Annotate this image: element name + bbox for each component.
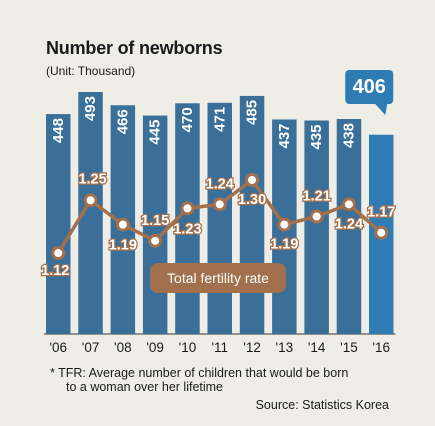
rate-series-label: Total fertility rate: [167, 270, 269, 286]
x-tick-label-1: '07: [82, 340, 100, 355]
footnote: * TFR: Average number of children that w…: [50, 366, 410, 394]
rate-marker-5: [212, 197, 227, 212]
bar-value-label-3: 445: [147, 120, 164, 145]
x-tick-label-10: '16: [372, 340, 390, 355]
bar-6: [239, 95, 265, 335]
x-tick-label-9: '15: [340, 340, 358, 355]
bar-value-label-0: 448: [50, 118, 67, 143]
rate-marker-4: [180, 201, 195, 216]
bar-5: [207, 102, 232, 334]
rate-value-label-5: 1.24: [206, 176, 234, 192]
rate-value-label-8: 1.21: [303, 189, 331, 205]
highlight-callout-pointer: [375, 104, 388, 115]
bar-0: [46, 114, 71, 334]
chart-title: Number of newborns: [46, 38, 223, 58]
rate-value-label-6: 1.30: [238, 192, 266, 208]
bar-value-label-7: 437: [276, 123, 293, 148]
footnote-line-2: to a woman over her lifetime: [66, 380, 224, 394]
rate-series-label-box: [150, 263, 286, 293]
rate-marker-9: [341, 197, 356, 212]
rate-marker-0: [51, 246, 66, 260]
highlight-callout-box: [345, 70, 394, 104]
rate-value-label-9: 1.24: [335, 216, 363, 232]
bar-3: [142, 115, 168, 335]
highlight-callout-value: 406: [353, 76, 386, 98]
x-tick-label-7: '13: [276, 340, 294, 355]
x-tick-label-5: '11: [211, 340, 228, 355]
bar-value-label-1: 493: [82, 96, 99, 121]
rate-value-label-2: 1.19: [109, 238, 137, 254]
rate-marker-6: [245, 173, 260, 187]
rate-value-label-4: 1.23: [173, 221, 201, 237]
x-tick-label-0: '06: [49, 340, 67, 355]
bar-9: [336, 118, 362, 334]
rate-marker-2: [115, 217, 130, 232]
rate-value-label-0: 1.12: [41, 263, 69, 279]
chart-unit: (Unit: Thousand): [46, 64, 136, 78]
x-tick-label-6: '12: [243, 340, 261, 355]
bar-8: [304, 120, 329, 335]
rate-value-label-7: 1.19: [270, 237, 298, 253]
rate-value-label-1: 1.25: [78, 171, 106, 187]
bar-value-label-8: 435: [308, 124, 325, 149]
source: Source: Statistics Korea: [255, 398, 389, 412]
x-tick-label-3: '09: [146, 340, 164, 355]
footnote-line-1: * TFR: Average number of children that w…: [50, 366, 349, 380]
bar-value-label-5: 471: [211, 107, 228, 132]
rate-marker-3: [148, 233, 163, 248]
bar-value-label-2: 466: [114, 109, 131, 134]
rate-marker-7: [277, 217, 292, 232]
x-tick-label-4: '10: [179, 340, 197, 355]
rate-marker-1: [83, 193, 98, 208]
bar-value-label-4: 470: [179, 107, 196, 132]
bar-value-label-9: 438: [340, 123, 357, 148]
rate-marker-8: [309, 209, 324, 224]
x-tick-label-8: '14: [308, 340, 326, 355]
rate-value-label-3: 1.15: [141, 213, 169, 229]
x-tick-label-2: '08: [114, 340, 132, 355]
rate-marker-10: [374, 225, 389, 240]
bar-value-label-6: 485: [244, 100, 261, 125]
rate-value-label-10: 1.17: [367, 205, 395, 221]
